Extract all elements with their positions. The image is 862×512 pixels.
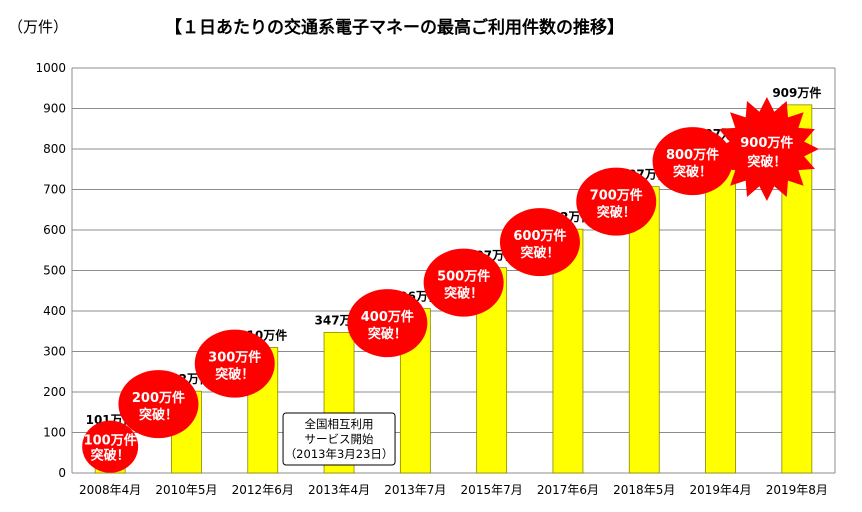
burst-label: 突破！ [444, 286, 483, 302]
x-axis-labels: 2008年4月 2010年5月 2012年6月 2013年4月 2013年7月 2015年… [79, 483, 828, 497]
x-tick-label: 2008年4月 [79, 483, 141, 497]
burst-shape [576, 167, 657, 236]
burst-label: 突破！ [747, 154, 786, 170]
y-tick-label: 500 [43, 264, 66, 278]
burst-shape [652, 127, 733, 196]
y-tick-label: 100 [43, 426, 66, 440]
y-tick-label: 0 [58, 466, 66, 480]
note-label: （2013年3月23日） [285, 447, 394, 461]
burst-label: 突破！ [91, 448, 130, 464]
note-label: 全国相互利用 [305, 417, 374, 431]
x-tick-label: 2012年6月 [232, 483, 294, 497]
burst-label: 突破！ [520, 245, 559, 261]
burst-label: 100万件 [84, 433, 137, 449]
y-tick-label: 900 [43, 102, 66, 116]
unit-label: （万件） [8, 18, 69, 36]
y-tick-label: 800 [43, 142, 66, 156]
burst-shape [347, 289, 428, 358]
x-tick-label: 2015年7月 [461, 483, 523, 497]
y-axis-ticks: 0 100 200 300 400 500 600 700 800 900 1000 [35, 61, 66, 480]
burst-shape [423, 248, 504, 317]
bar [705, 145, 736, 474]
burst-shape [499, 208, 580, 277]
x-tick-label: 2018年5月 [613, 483, 675, 497]
y-tick-label: 1000 [35, 61, 66, 75]
burst-label: 突破！ [215, 367, 254, 383]
burst-label: 500万件 [437, 269, 490, 285]
burst-label: 600万件 [513, 228, 566, 244]
bar-value-label: 909万件 [772, 85, 821, 100]
burst-shape [194, 329, 275, 398]
burst-shape [714, 97, 819, 201]
chart-title: 【１日あたりの交通系電子マネーの最高ご利用件数の推移】 [165, 18, 624, 38]
y-tick-label: 700 [43, 183, 66, 197]
burst-label: 800万件 [666, 147, 719, 163]
x-tick-label: 2019年8月 [766, 483, 828, 497]
burst-shape [82, 420, 139, 473]
x-tick-label: 2017年6月 [537, 483, 599, 497]
milestone-bursts: 100万件突破！200万件突破！300万件突破！400万件突破！500万件突破！… [82, 97, 819, 473]
y-tick-label: 600 [43, 223, 66, 237]
x-tick-label: 2019年4月 [689, 483, 751, 497]
burst-label: 700万件 [590, 188, 643, 204]
bar [552, 228, 584, 474]
note-label: サービス開始 [305, 432, 374, 446]
burst-label: 300万件 [208, 350, 261, 366]
x-tick-label: 2013年7月 [384, 483, 446, 497]
burst-label: 突破！ [139, 407, 178, 423]
x-tick-label: 2013年4月 [308, 483, 370, 497]
burst-label: 400万件 [361, 309, 414, 325]
burst-label: 突破！ [597, 205, 636, 221]
burst-label: 突破！ [673, 164, 712, 180]
burst-shape [118, 370, 199, 439]
y-tick-label: 400 [43, 304, 66, 318]
y-tick-label: 200 [43, 385, 66, 399]
y-tick-label: 300 [43, 345, 66, 359]
burst-label: 200万件 [132, 390, 185, 406]
burst-label: 900万件 [740, 135, 793, 151]
burst-label: 突破！ [368, 326, 407, 342]
note-box [282, 412, 396, 466]
x-tick-label: 2010年5月 [155, 483, 217, 497]
